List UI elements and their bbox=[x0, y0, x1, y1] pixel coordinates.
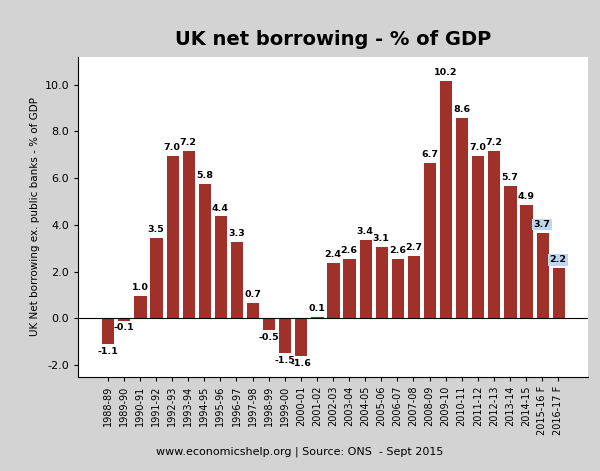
Bar bbox=[182, 150, 195, 318]
Text: -1.1: -1.1 bbox=[97, 347, 118, 356]
Text: 2.4: 2.4 bbox=[325, 251, 341, 260]
Text: -1.5: -1.5 bbox=[274, 356, 295, 365]
Bar bbox=[391, 258, 404, 318]
Text: www.economicshelp.org | Source: ONS  - Sept 2015: www.economicshelp.org | Source: ONS - Se… bbox=[157, 447, 443, 457]
Text: 0.1: 0.1 bbox=[308, 304, 325, 313]
Text: 7.2: 7.2 bbox=[180, 138, 197, 147]
Bar bbox=[423, 162, 436, 318]
Text: 2.6: 2.6 bbox=[389, 246, 406, 255]
Title: UK net borrowing - % of GDP: UK net borrowing - % of GDP bbox=[175, 31, 491, 49]
Text: 10.2: 10.2 bbox=[434, 68, 457, 77]
Bar bbox=[230, 241, 243, 318]
Bar bbox=[359, 239, 372, 318]
Bar bbox=[101, 318, 115, 344]
Bar bbox=[407, 255, 420, 318]
Bar bbox=[551, 267, 565, 318]
Text: -0.1: -0.1 bbox=[113, 324, 134, 333]
Text: 2.7: 2.7 bbox=[405, 244, 422, 252]
Text: 4.9: 4.9 bbox=[518, 192, 535, 201]
Bar bbox=[487, 150, 500, 318]
Text: 6.7: 6.7 bbox=[421, 150, 438, 159]
Text: 3.1: 3.1 bbox=[373, 234, 389, 243]
Bar bbox=[214, 216, 227, 318]
Text: -1.6: -1.6 bbox=[290, 358, 311, 367]
Bar bbox=[374, 246, 388, 318]
Bar bbox=[520, 204, 533, 318]
Bar bbox=[246, 302, 259, 318]
Text: 4.4: 4.4 bbox=[212, 203, 229, 213]
Bar bbox=[198, 183, 211, 318]
Bar bbox=[455, 117, 468, 318]
Bar bbox=[117, 318, 130, 321]
Bar bbox=[439, 80, 452, 318]
Bar bbox=[166, 154, 179, 318]
Text: 2.6: 2.6 bbox=[341, 246, 358, 255]
Bar bbox=[326, 262, 340, 318]
Text: 5.7: 5.7 bbox=[502, 173, 518, 182]
Text: 7.0: 7.0 bbox=[469, 143, 486, 152]
Bar bbox=[536, 232, 549, 318]
Text: 3.3: 3.3 bbox=[228, 229, 245, 238]
Bar bbox=[503, 185, 517, 318]
Text: -0.5: -0.5 bbox=[259, 333, 279, 342]
Text: 8.6: 8.6 bbox=[453, 106, 470, 114]
Bar bbox=[343, 258, 356, 318]
Text: 3.4: 3.4 bbox=[357, 227, 374, 236]
Bar bbox=[262, 318, 275, 330]
Bar bbox=[471, 154, 484, 318]
Bar bbox=[133, 295, 146, 318]
Bar bbox=[294, 318, 307, 356]
Bar bbox=[149, 236, 163, 318]
Text: 0.7: 0.7 bbox=[244, 290, 261, 299]
Text: 3.5: 3.5 bbox=[148, 225, 164, 234]
Y-axis label: UK Net borrowing ex. public banks - % of GDP: UK Net borrowing ex. public banks - % of… bbox=[30, 97, 40, 336]
Text: 5.8: 5.8 bbox=[196, 171, 213, 180]
Text: 7.0: 7.0 bbox=[164, 143, 181, 152]
Text: 2.2: 2.2 bbox=[550, 255, 567, 264]
Text: 7.2: 7.2 bbox=[485, 138, 502, 147]
Text: 1.0: 1.0 bbox=[131, 283, 148, 292]
Bar bbox=[310, 316, 323, 318]
Text: 3.7: 3.7 bbox=[533, 220, 551, 229]
Bar bbox=[278, 318, 292, 353]
